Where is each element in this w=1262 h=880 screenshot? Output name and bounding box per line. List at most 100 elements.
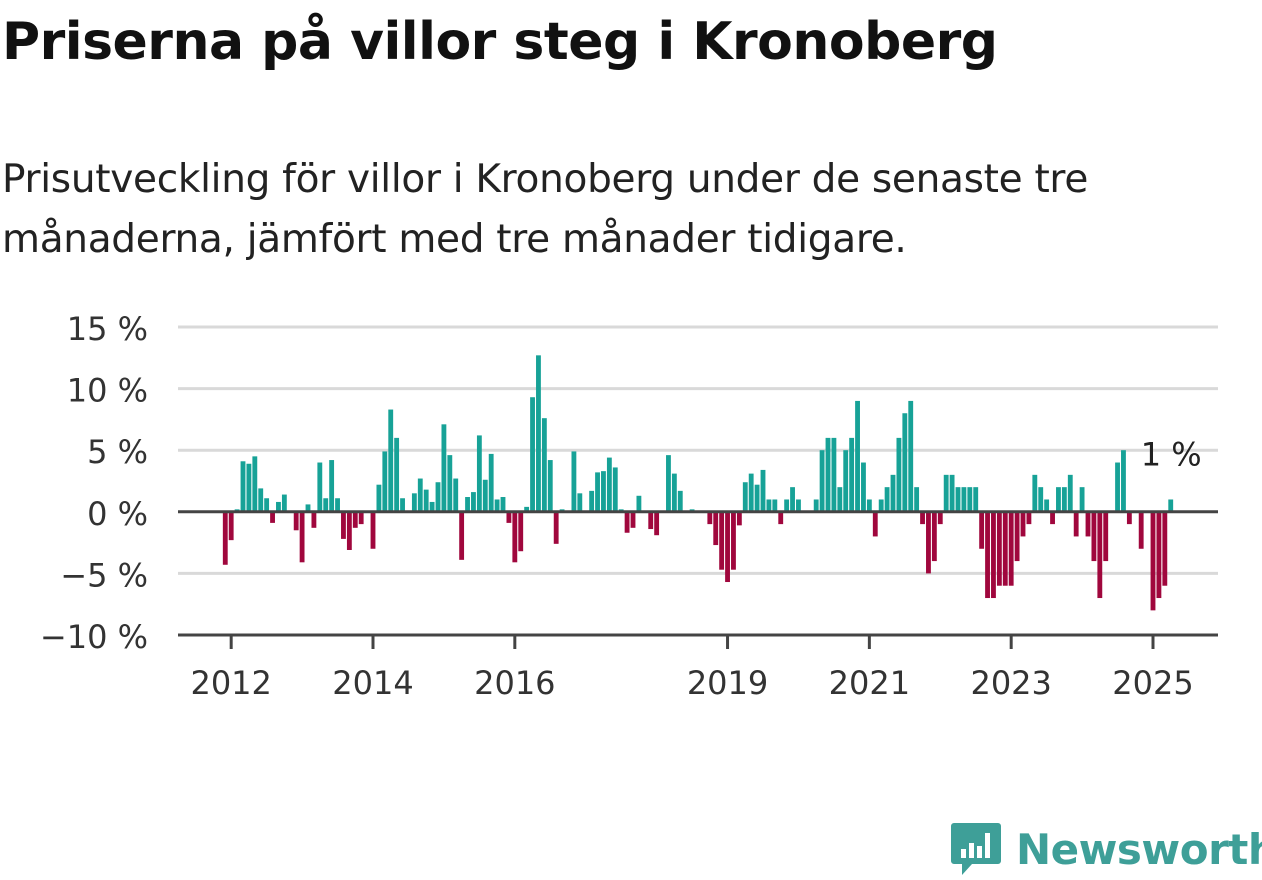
x-tick-label: 2025 xyxy=(1112,664,1193,702)
bar xyxy=(624,511,630,533)
x-tick-label: 2014 xyxy=(332,664,413,702)
bar xyxy=(240,461,246,512)
bar xyxy=(636,495,642,512)
bar xyxy=(264,498,270,512)
newsworthy-logo-icon xyxy=(951,823,1001,875)
bar xyxy=(666,455,671,512)
bar xyxy=(1150,511,1156,611)
bar xyxy=(1091,511,1097,562)
bar xyxy=(447,455,453,512)
bar xyxy=(417,478,423,512)
bar xyxy=(1168,499,1174,512)
x-tick-label: 2012 xyxy=(190,664,271,702)
bar xyxy=(1038,487,1044,512)
bar xyxy=(1162,511,1168,586)
bar xyxy=(1079,487,1085,512)
bar xyxy=(908,400,914,512)
bar xyxy=(760,469,766,512)
bar xyxy=(630,511,636,528)
bar xyxy=(896,437,902,512)
bar xyxy=(571,451,577,512)
bar xyxy=(796,499,801,512)
bar xyxy=(902,413,908,512)
brand-logo: Newsworthy xyxy=(950,818,1262,880)
bar xyxy=(1097,511,1103,599)
bar xyxy=(305,504,311,512)
bar xyxy=(423,489,429,512)
x-tick-label: 2021 xyxy=(829,664,910,702)
bar xyxy=(955,487,961,512)
last-value-label: 1 % xyxy=(1141,435,1202,473)
bar xyxy=(346,511,352,550)
bar xyxy=(376,484,382,512)
bar xyxy=(654,511,660,536)
bar xyxy=(920,511,925,525)
bar xyxy=(394,437,400,512)
bar xyxy=(1121,450,1126,512)
bar xyxy=(311,511,317,528)
bar xyxy=(222,511,228,565)
bar xyxy=(719,511,725,570)
bar xyxy=(536,355,541,512)
bar xyxy=(471,492,476,512)
y-tick-label: 5 % xyxy=(87,433,148,471)
bar xyxy=(518,511,524,552)
bar xyxy=(352,511,358,528)
bar xyxy=(872,511,878,537)
bar xyxy=(866,499,872,512)
bar xyxy=(335,498,340,512)
bar xyxy=(453,478,459,512)
bar xyxy=(943,474,949,512)
bar xyxy=(553,511,559,544)
bar xyxy=(589,490,595,512)
y-tick-label: −5 % xyxy=(60,556,148,594)
bar xyxy=(252,456,258,512)
bar xyxy=(1020,511,1026,537)
bar xyxy=(317,462,323,512)
bar xyxy=(400,498,405,512)
y-tick-label: 0 % xyxy=(87,495,148,533)
brand-name: Newsworthy xyxy=(1016,824,1262,874)
bar xyxy=(949,474,955,512)
bar xyxy=(725,511,730,583)
bar xyxy=(435,482,441,512)
bar xyxy=(1026,511,1032,525)
bar xyxy=(382,451,388,512)
chart-title: Priserna på villor steg i Kronoberg xyxy=(2,12,998,72)
bar xyxy=(429,501,435,512)
bar xyxy=(1085,511,1091,537)
bar xyxy=(825,437,831,512)
axes xyxy=(178,510,1218,649)
bar xyxy=(341,511,346,539)
bar xyxy=(648,511,654,530)
bar xyxy=(1103,511,1109,562)
bar xyxy=(772,499,778,512)
bar xyxy=(790,487,795,512)
bar xyxy=(819,450,825,512)
bar xyxy=(1050,511,1055,525)
bar xyxy=(1138,511,1144,549)
bar xyxy=(411,493,417,512)
x-tick-label: 2016 xyxy=(474,664,555,702)
bar xyxy=(506,511,512,523)
bar xyxy=(329,460,335,512)
bar xyxy=(441,424,447,512)
bar xyxy=(459,511,465,560)
y-tick-label: −10 % xyxy=(40,618,148,656)
bar xyxy=(465,497,470,512)
bar xyxy=(299,511,305,563)
bar xyxy=(530,397,535,512)
bar xyxy=(1067,474,1073,512)
bar xyxy=(831,437,837,512)
bar xyxy=(973,487,979,512)
bar xyxy=(996,511,1002,586)
bar xyxy=(547,460,553,512)
bar xyxy=(541,418,547,512)
bar xyxy=(778,511,784,525)
bar xyxy=(281,494,287,512)
bar xyxy=(855,400,860,512)
bar xyxy=(837,487,843,512)
bar xyxy=(713,511,719,546)
bar xyxy=(931,511,937,562)
